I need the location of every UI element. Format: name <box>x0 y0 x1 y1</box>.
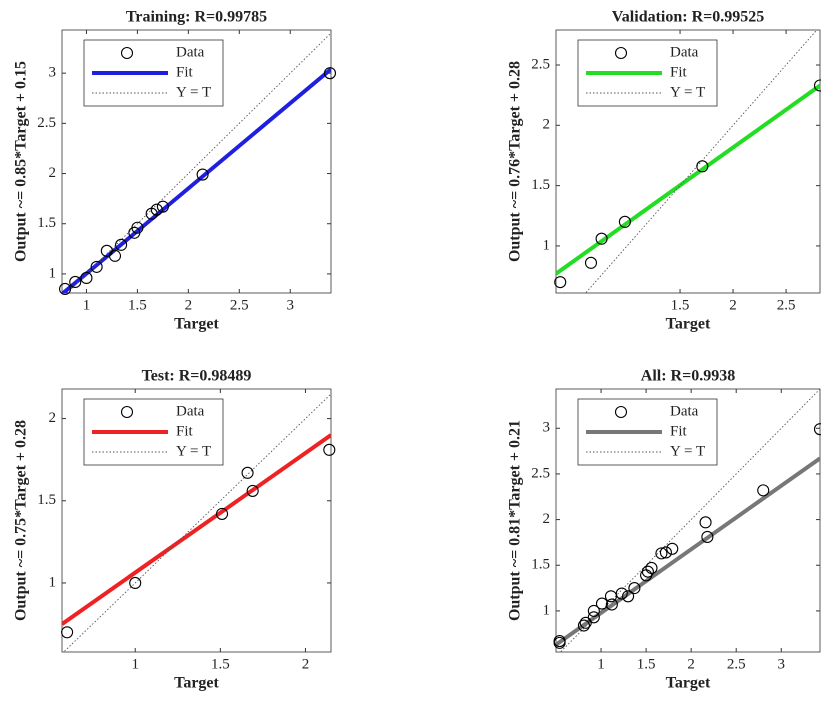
x-axis-label: Target <box>174 316 219 333</box>
x-axis-label: Target <box>174 675 219 692</box>
x-tick-label: 2.5 <box>230 297 249 313</box>
legend-label: Fit <box>176 64 194 80</box>
x-axis-label: Target <box>666 675 711 692</box>
y-tick-label: 2 <box>543 511 551 527</box>
chart-title: All: R=0.9938 <box>641 368 735 385</box>
y-tick-label: 2 <box>49 410 57 426</box>
x-tick-label: 1 <box>83 297 91 313</box>
y-tick-label: 2.5 <box>531 56 550 72</box>
y-tick-label: 2.5 <box>37 115 56 131</box>
chart-title: Test: R=0.98489 <box>142 368 252 385</box>
y-axis-label: Output ~= 0.81*Target + 0.21 <box>507 420 524 621</box>
x-tick-label: 3 <box>286 297 294 313</box>
x-tick-label: 1.5 <box>211 656 230 672</box>
legend-label: Fit <box>176 423 194 439</box>
chart-title: Training: R=0.99785 <box>126 9 267 26</box>
x-axis-label: Target <box>666 316 711 333</box>
subplot: Training: R=0.99785 Target Output ~= 0.85*… <box>13 9 336 333</box>
x-tick-label: 1 <box>131 656 139 672</box>
x-tick-label: 2 <box>729 297 737 313</box>
legend: Data Fit Y = T <box>84 399 223 465</box>
y-tick-label: 2 <box>543 117 551 133</box>
x-tick-label: 1 <box>597 656 605 672</box>
x-tick-label: 2 <box>687 656 695 672</box>
y-tick-label: 2.5 <box>531 465 550 481</box>
x-tick-label: 2 <box>302 656 310 672</box>
x-tick-label: 2.5 <box>777 297 796 313</box>
y-tick-label: 3 <box>543 420 551 436</box>
legend: Data Fit Y = T <box>84 40 223 106</box>
y-tick-label: 2 <box>49 165 57 181</box>
x-tick-label: 2.5 <box>727 656 746 672</box>
legend-label: Data <box>670 44 699 60</box>
y-axis-label: Output ~= 0.75*Target + 0.28 <box>13 420 30 621</box>
y-tick-label: 1 <box>543 237 551 253</box>
x-tick-label: 3 <box>778 656 786 672</box>
x-tick-label: 1.5 <box>637 656 656 672</box>
subplot: All: R=0.9938 Target Output ~= 0.81*Target… <box>507 368 821 692</box>
y-tick-label: 1.5 <box>37 492 56 508</box>
y-tick-label: 1 <box>543 602 551 618</box>
x-tick-label: 1.5 <box>671 297 690 313</box>
legend-label: Y = T <box>670 84 705 100</box>
legend-label: Fit <box>670 64 688 80</box>
legend-label: Y = T <box>670 443 705 459</box>
subplot: Test: R=0.98489 Target Output ~= 0.75*Targ… <box>13 368 335 692</box>
subplot: Validation: R=0.99525 Target Output ~= 0.7… <box>507 9 821 333</box>
figure: Training: R=0.99785 Target Output ~= 0.85*… <box>0 0 821 704</box>
y-axis-label: Output ~= 0.85*Target + 0.15 <box>13 61 30 262</box>
y-tick-label: 1 <box>49 574 57 590</box>
x-tick-label: 2 <box>185 297 193 313</box>
legend-label: Data <box>176 403 205 419</box>
legend-label: Y = T <box>176 84 211 100</box>
legend-label: Data <box>176 44 205 60</box>
y-tick-label: 1.5 <box>531 557 550 573</box>
legend: Data Fit Y = T <box>578 40 717 106</box>
x-tick-label: 1.5 <box>128 297 147 313</box>
y-tick-label: 3 <box>49 65 57 81</box>
y-axis-label: Output ~= 0.76*Target + 0.28 <box>507 61 524 262</box>
legend-label: Y = T <box>176 443 211 459</box>
y-tick-label: 1.5 <box>531 177 550 193</box>
legend-label: Data <box>670 403 699 419</box>
page: Training: R=0.99785 Target Output ~= 0.85*… <box>0 0 821 704</box>
y-tick-label: 1 <box>49 265 57 281</box>
chart-title: Validation: R=0.99525 <box>612 9 765 26</box>
legend-label: Fit <box>670 423 688 439</box>
y-tick-label: 1.5 <box>37 215 56 231</box>
legend: Data Fit Y = T <box>578 399 717 465</box>
